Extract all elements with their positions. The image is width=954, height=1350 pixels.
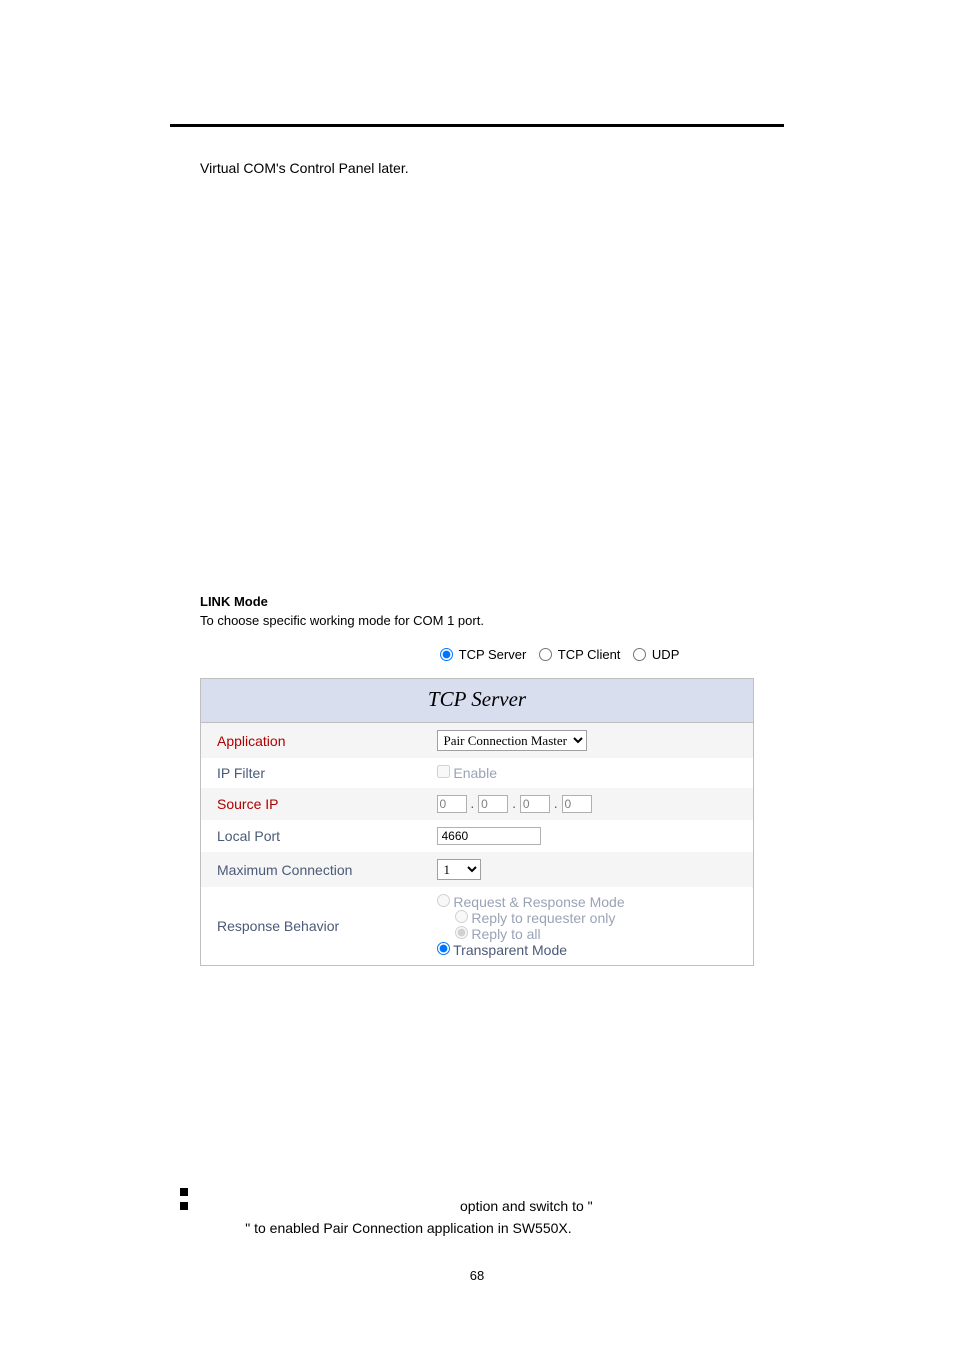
- bullet-2-mid: option and switch to ": [460, 1198, 593, 1214]
- row-ip-filter: IP Filter Enable: [201, 758, 754, 788]
- label-application: Application: [201, 723, 421, 759]
- intro-text: Virtual COM's Control Panel later.: [200, 160, 409, 176]
- bullet-item-2: XXXXXXXXXXXXXXXXXXXXXXXXXXX option and s…: [180, 1196, 780, 1239]
- input-source-ip-4[interactable]: [562, 795, 592, 813]
- radio-tcp-client-label: TCP Client: [558, 647, 621, 662]
- bullet-2-text: XXXXXXXXXXXXXXXXXXXXXXXXXXX option and s…: [204, 1196, 780, 1239]
- dot-icon: .: [470, 795, 474, 811]
- radio-request-response[interactable]: [437, 894, 450, 907]
- dot-icon: .: [512, 795, 516, 811]
- label-response-behavior: Response Behavior: [201, 887, 421, 966]
- radio-reply-all[interactable]: [455, 926, 468, 939]
- bullet-item-1: [180, 1182, 780, 1196]
- input-source-ip-3[interactable]: [520, 795, 550, 813]
- mode-radio-group: TCP Server TCP Client UDP: [200, 646, 754, 662]
- radio-udp[interactable]: [633, 648, 646, 661]
- figure-link-mode: LINK Mode To choose specific working mod…: [200, 594, 754, 966]
- row-response-behavior: Response Behavior Request & Response Mod…: [201, 887, 754, 966]
- row-max-connection: Maximum Connection 1: [201, 852, 754, 887]
- radio-tcp-server[interactable]: [440, 648, 453, 661]
- page: Virtual COM's Control Panel later. LINK …: [0, 0, 954, 1350]
- dot-icon: .: [554, 795, 558, 811]
- bullet-list: XXXXXXXXXXXXXXXXXXXXXXXXXXX option and s…: [180, 1182, 780, 1239]
- input-local-port[interactable]: [437, 827, 541, 845]
- row-application: Application Pair Connection Master: [201, 723, 754, 759]
- select-application[interactable]: Pair Connection Master: [437, 730, 587, 751]
- table-header: TCP Server: [201, 679, 754, 723]
- figure-title: LINK Mode: [200, 594, 754, 609]
- radio-transparent-label: Transparent Mode: [453, 942, 567, 958]
- page-number: 68: [0, 1268, 954, 1283]
- bullet-2-end: " to enabled Pair Connection application…: [245, 1220, 571, 1236]
- radio-reply-requester[interactable]: [455, 910, 468, 923]
- bullet-1-text: [204, 1182, 780, 1196]
- radio-reply-all-label: Reply to all: [471, 926, 540, 942]
- checkbox-ip-filter-label: Enable: [453, 765, 497, 781]
- row-local-port: Local Port: [201, 820, 754, 852]
- tcp-server-table: TCP Server Application Pair Connection M…: [200, 678, 754, 966]
- label-max-connection: Maximum Connection: [201, 852, 421, 887]
- header-rule: [170, 124, 784, 127]
- input-source-ip-1[interactable]: [437, 795, 467, 813]
- radio-tcp-client[interactable]: [539, 648, 552, 661]
- radio-transparent[interactable]: [437, 942, 450, 955]
- bullet-square-icon: [180, 1188, 188, 1196]
- figure-subtitle: To choose specific working mode for COM …: [200, 613, 754, 628]
- radio-tcp-server-label: TCP Server: [459, 647, 527, 662]
- select-max-connection[interactable]: 1: [437, 859, 481, 880]
- checkbox-ip-filter[interactable]: [437, 765, 450, 778]
- input-source-ip-2[interactable]: [478, 795, 508, 813]
- label-ip-filter: IP Filter: [201, 758, 421, 788]
- radio-request-response-label: Request & Response Mode: [453, 894, 624, 910]
- radio-reply-requester-label: Reply to requester only: [471, 910, 615, 926]
- row-source-ip: Source IP . . .: [201, 788, 754, 820]
- label-local-port: Local Port: [201, 820, 421, 852]
- radio-udp-label: UDP: [652, 647, 679, 662]
- bullet-square-icon: [180, 1202, 188, 1210]
- label-source-ip: Source IP: [201, 788, 421, 820]
